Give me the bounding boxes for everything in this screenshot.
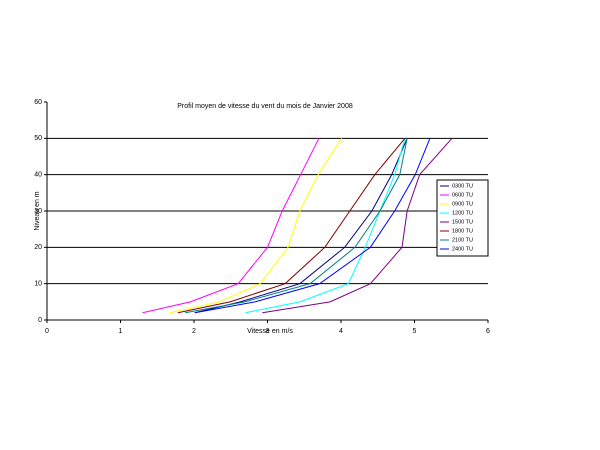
series-line xyxy=(142,138,320,314)
y-tick-label: 20 xyxy=(34,244,42,251)
legend-label: 0600 TU xyxy=(452,192,473,198)
series-line xyxy=(262,138,453,314)
x-tick-label: 0 xyxy=(45,328,49,335)
x-tick-label: 4 xyxy=(339,328,343,335)
y-tick-label: 10 xyxy=(34,281,42,288)
series-line xyxy=(169,138,343,314)
x-tick-label: 1 xyxy=(119,328,123,335)
legend-label: 2400 TU xyxy=(452,246,473,252)
chart-title: Profil moyen de vitesse du vent du mois … xyxy=(177,103,353,110)
legend-label: 1500 TU xyxy=(452,219,473,225)
legend-box xyxy=(436,179,489,257)
series-line xyxy=(185,138,408,314)
y-tick-label: 50 xyxy=(34,135,42,142)
y-tick-label: 40 xyxy=(34,172,42,179)
legend-label: 0900 TU xyxy=(452,201,473,207)
legend-label: 0300 TU xyxy=(452,183,473,189)
y-tick-label: 0 xyxy=(38,317,42,324)
y-tick-label: 30 xyxy=(34,208,42,215)
x-axis-label: Vitesse en m/s xyxy=(247,328,293,335)
series-line xyxy=(245,138,406,314)
y-tick-label: 60 xyxy=(34,99,42,106)
x-tick-label: 5 xyxy=(413,328,417,335)
series-line xyxy=(194,138,408,314)
x-tick-label: 2 xyxy=(192,328,196,335)
x-tick-label: 6 xyxy=(486,328,490,335)
legend-label: 1800 TU xyxy=(452,228,473,234)
legend-label: 1200 TU xyxy=(452,210,473,216)
x-tick-label: 3 xyxy=(266,328,270,335)
y-axis-label: Niveau en m xyxy=(34,191,41,230)
legend-label: 2100 TU xyxy=(452,237,473,243)
series-line xyxy=(194,138,431,314)
series-line xyxy=(177,138,406,314)
